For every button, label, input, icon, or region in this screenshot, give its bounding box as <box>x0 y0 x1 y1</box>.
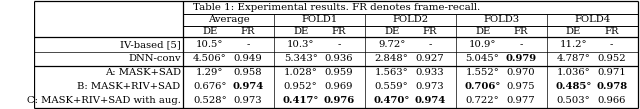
Text: B: MASK+RIV+SAD: B: MASK+RIV+SAD <box>77 82 180 91</box>
Text: IV-based [5]: IV-based [5] <box>120 40 180 49</box>
Text: 0.952: 0.952 <box>597 54 626 63</box>
Text: FOLD3: FOLD3 <box>484 15 520 25</box>
Text: DE: DE <box>384 27 399 36</box>
Text: -: - <box>610 40 613 49</box>
Text: 0.971: 0.971 <box>597 68 626 77</box>
Text: 0.933: 0.933 <box>415 68 444 77</box>
Text: C: MASK+RIV+SAD with aug.: C: MASK+RIV+SAD with aug. <box>27 96 180 105</box>
Text: 0.485°: 0.485° <box>556 82 592 91</box>
Text: 0.676°: 0.676° <box>193 82 227 91</box>
Text: 1.028°: 1.028° <box>284 68 317 77</box>
Text: 0.952°: 0.952° <box>284 82 317 91</box>
Text: 0.969: 0.969 <box>324 82 353 91</box>
Text: 0.976: 0.976 <box>323 96 355 105</box>
Text: 1.29°: 1.29° <box>196 68 223 77</box>
Text: 0.973: 0.973 <box>415 82 444 91</box>
Text: 0.936: 0.936 <box>324 54 353 63</box>
Text: 0.979: 0.979 <box>505 54 536 63</box>
Text: DNN-conv: DNN-conv <box>128 54 180 63</box>
Text: DE: DE <box>293 27 308 36</box>
Text: 0.949: 0.949 <box>234 54 262 63</box>
Text: 1.036°: 1.036° <box>557 68 591 77</box>
Text: FOLD2: FOLD2 <box>393 15 429 25</box>
Text: 0.974: 0.974 <box>414 96 445 105</box>
Text: 0.975: 0.975 <box>506 82 535 91</box>
Text: FOLD4: FOLD4 <box>575 15 611 25</box>
Text: 2.848°: 2.848° <box>375 54 408 63</box>
Text: DE: DE <box>566 27 581 36</box>
Text: 0.977: 0.977 <box>506 96 535 105</box>
Text: 0.958: 0.958 <box>234 68 262 77</box>
Text: 1.563°: 1.563° <box>375 68 408 77</box>
Text: 0.470°: 0.470° <box>374 96 410 105</box>
Text: DE: DE <box>202 27 218 36</box>
Text: 10.3°: 10.3° <box>287 40 314 49</box>
Text: FR: FR <box>422 27 437 36</box>
Text: 0.970: 0.970 <box>506 68 535 77</box>
Text: -: - <box>337 40 340 49</box>
Text: 0.528°: 0.528° <box>193 96 227 105</box>
Text: 0.959: 0.959 <box>324 68 353 77</box>
Text: Average: Average <box>208 15 250 25</box>
Text: FR: FR <box>241 27 255 36</box>
Text: 0.927: 0.927 <box>415 54 444 63</box>
Text: -: - <box>428 40 431 49</box>
Text: -: - <box>246 40 250 49</box>
Text: 0.559°: 0.559° <box>375 82 408 91</box>
Text: 11.2°: 11.2° <box>560 40 588 49</box>
Text: -: - <box>519 40 522 49</box>
Text: 1.552°: 1.552° <box>466 68 500 77</box>
Text: 5.045°: 5.045° <box>466 54 500 63</box>
Text: 0.978: 0.978 <box>596 82 627 91</box>
Text: 9.72°: 9.72° <box>378 40 405 49</box>
Text: 0.966: 0.966 <box>598 96 626 105</box>
Text: FR: FR <box>332 27 346 36</box>
Text: FR: FR <box>513 27 528 36</box>
Text: DE: DE <box>475 27 490 36</box>
Text: 4.506°: 4.506° <box>193 54 227 63</box>
Text: 10.5°: 10.5° <box>196 40 223 49</box>
Text: FOLD1: FOLD1 <box>301 15 338 25</box>
Text: Table 1: Experimental results. FR denotes frame-recall.: Table 1: Experimental results. FR denote… <box>193 3 481 12</box>
Text: 0.503°: 0.503° <box>557 96 591 105</box>
Text: A: MASK+SAD: A: MASK+SAD <box>104 68 180 77</box>
Text: 4.787°: 4.787° <box>557 54 591 63</box>
Text: 0.973: 0.973 <box>234 96 262 105</box>
Text: 0.706°: 0.706° <box>465 82 500 91</box>
Text: 10.9°: 10.9° <box>469 40 497 49</box>
Text: 0.417°: 0.417° <box>282 96 319 105</box>
Text: FR: FR <box>605 27 619 36</box>
Text: 0.722°: 0.722° <box>466 96 499 105</box>
Text: 0.974: 0.974 <box>232 82 264 91</box>
Text: 5.343°: 5.343° <box>284 54 317 63</box>
